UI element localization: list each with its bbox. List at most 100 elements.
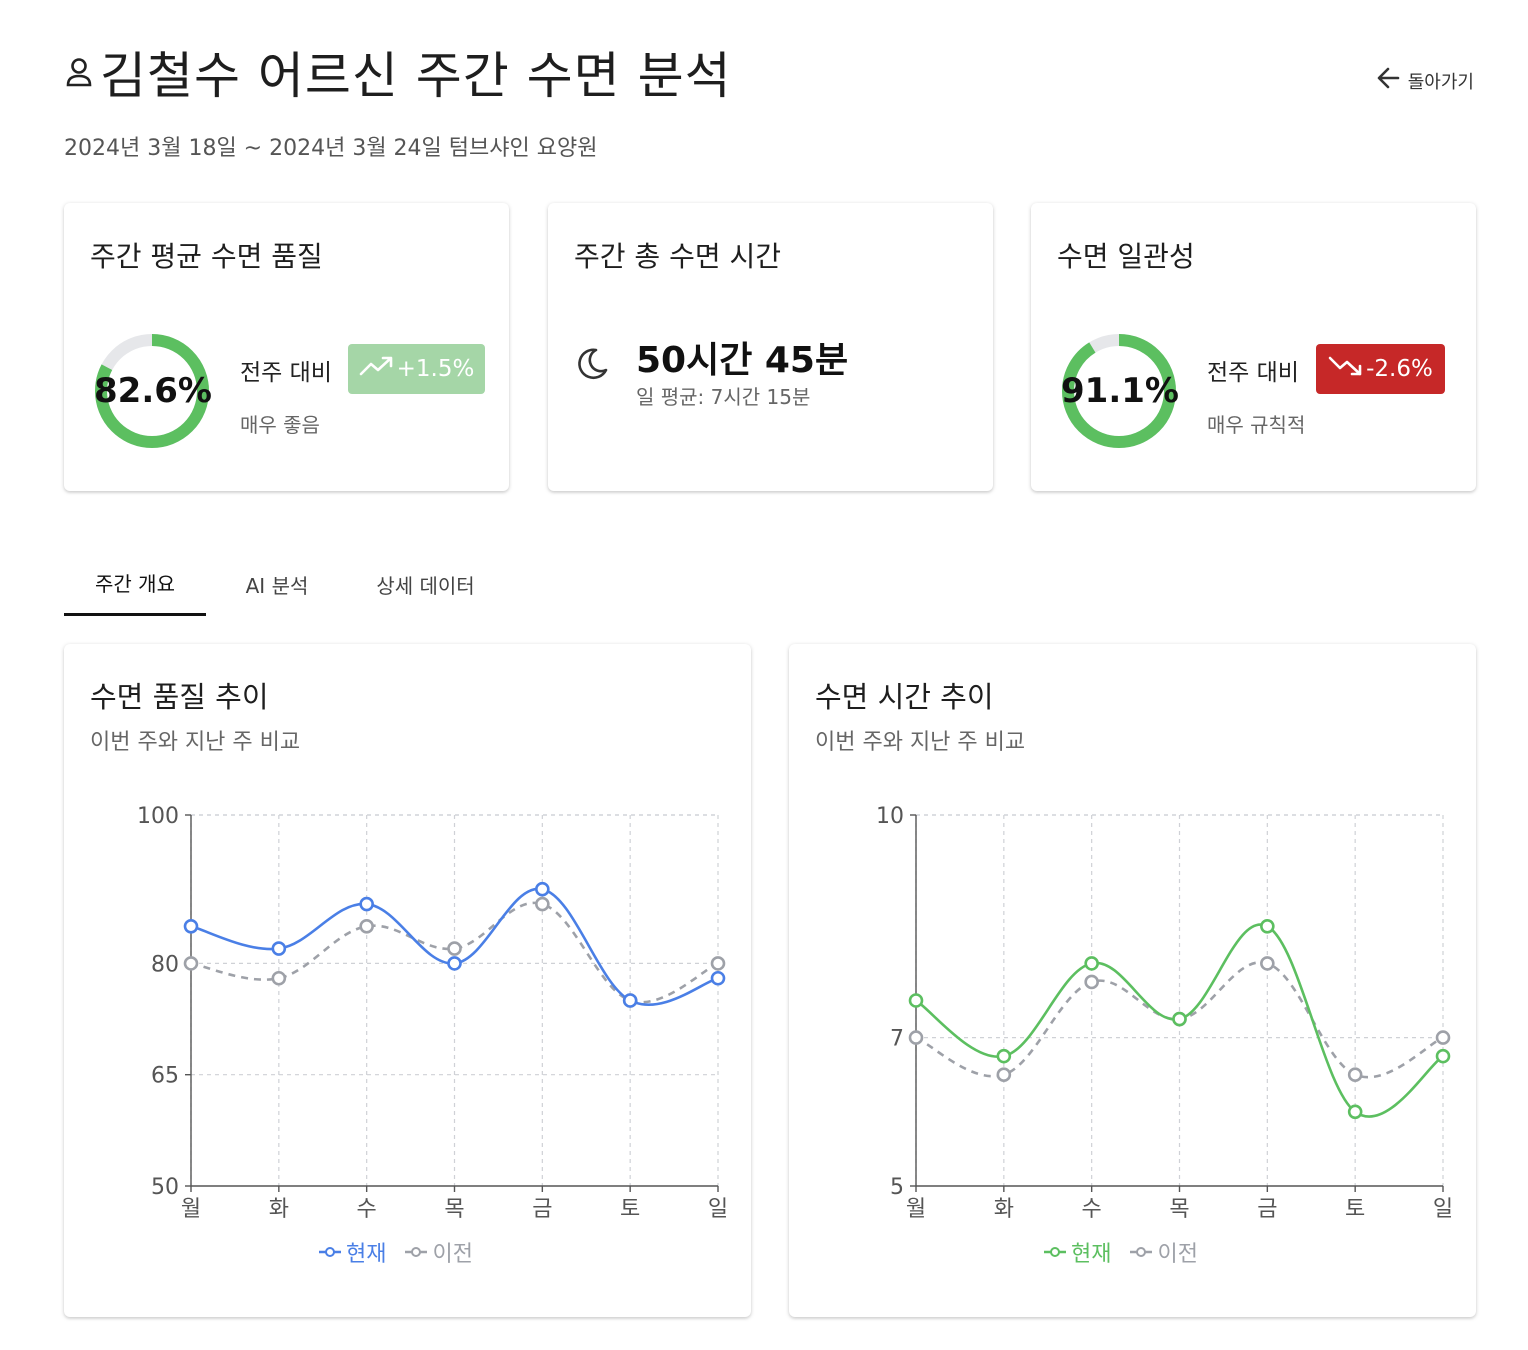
x-tick-label: 금	[1257, 1197, 1277, 1222]
consistency-change-badge: -2.6%	[1316, 344, 1445, 394]
title-row: 김철수 어르신 주간 수면 분석	[64, 36, 1474, 108]
x-tick-label: 월	[181, 1197, 201, 1222]
consistency-value: 91.1%	[1061, 371, 1179, 411]
back-button-label: 돌아가기	[1407, 71, 1474, 93]
daily-average: 일 평균: 7시간 15분	[636, 385, 811, 409]
data-point[interactable]	[996, 1048, 1012, 1064]
duration-trend-card: 수면 시간 추이 이번 주와 지난 주 비교 5 7 10 월 화 수 목 금 토 일 현재 이전	[789, 644, 1476, 1317]
x-tick-label: 일	[708, 1197, 728, 1222]
total-sleep-card: 주간 총 수면 시간 50시간 45분 일 평균: 7시간 15분	[548, 203, 993, 491]
data-point[interactable]	[996, 1067, 1012, 1083]
quality-value: 82.6%	[94, 371, 212, 411]
total-sleep-card-title: 주간 총 수면 시간	[574, 240, 782, 273]
y-tick-label: 7	[890, 1027, 904, 1052]
consistency-status: 매우 규칙적	[1207, 413, 1306, 437]
chart-grid	[190, 814, 719, 1186]
y-tick-label: 65	[151, 1064, 179, 1089]
data-point[interactable]	[183, 918, 199, 934]
y-tick-label: 10	[876, 804, 904, 829]
series-current	[908, 918, 1451, 1120]
consistency-compare-label: 전주 대비	[1207, 360, 1299, 386]
y-tick-label: 80	[151, 952, 179, 977]
data-point[interactable]	[447, 956, 462, 971]
data-point[interactable]	[1084, 956, 1099, 971]
page-subtitle: 2024년 3월 18일 ~ 2024년 3월 24일 텀브샤인 요양원	[64, 136, 598, 161]
quality-chart-subtitle: 이번 주와 지난 주 비교	[90, 730, 301, 755]
x-tick-label: 월	[906, 1197, 926, 1222]
data-point[interactable]	[271, 970, 287, 986]
data-point[interactable]	[359, 896, 374, 912]
data-point[interactable]	[1260, 956, 1275, 971]
chart-grid	[915, 814, 1444, 1186]
quality-chart-legend: 현재 이전	[318, 1236, 473, 1268]
data-point[interactable]	[1172, 1011, 1187, 1027]
legend-item-current[interactable]: 현재	[1043, 1236, 1111, 1268]
data-point[interactable]	[908, 1030, 924, 1045]
total-sleep-value: 50시간 45분	[636, 340, 849, 381]
quality-change-badge: +1.5%	[348, 344, 485, 394]
x-tick-label: 토	[1345, 1197, 1365, 1222]
legend-item-current[interactable]: 현재	[318, 1236, 386, 1268]
data-point[interactable]	[183, 956, 199, 971]
x-tick-label: 목	[1169, 1197, 1189, 1222]
legend-current-marker	[1044, 1247, 1066, 1257]
back-button[interactable]: 돌아가기	[1374, 64, 1474, 97]
x-tick-label: 일	[1433, 1197, 1453, 1222]
tab-ai-analysis[interactable]: AI 분석	[245, 573, 309, 598]
moon-icon	[574, 346, 610, 386]
x-tick-label: 금	[532, 1197, 552, 1222]
duration-chart-legend: 현재 이전	[1043, 1236, 1198, 1268]
arrow-left-icon	[1374, 64, 1402, 97]
data-point[interactable]	[1084, 974, 1099, 990]
quality-chart-title: 수면 품질 추이	[90, 680, 269, 714]
data-point[interactable]	[710, 970, 726, 986]
data-point[interactable]	[1435, 1030, 1451, 1045]
data-point[interactable]	[710, 956, 726, 971]
data-point[interactable]	[535, 881, 550, 897]
data-point[interactable]	[1347, 1104, 1363, 1120]
legend-previous-marker	[1130, 1247, 1153, 1257]
legend-previous-marker	[405, 1247, 428, 1257]
duration-chart-title: 수면 시간 추이	[815, 680, 994, 714]
legend-current-label: 현재	[1071, 1242, 1112, 1267]
series-current	[183, 881, 726, 1008]
legend-current-marker	[319, 1247, 341, 1257]
tab-weekly-overview[interactable]: 주간 개요	[64, 552, 206, 616]
x-tick-label: 화	[994, 1197, 1014, 1222]
data-point[interactable]	[908, 993, 924, 1008]
quality-status: 매우 좋음	[240, 413, 320, 437]
trending-up-icon	[359, 355, 395, 383]
data-point[interactable]	[271, 941, 287, 956]
person-icon	[64, 48, 100, 96]
consistency-card-title: 수면 일관성	[1057, 240, 1195, 273]
data-point[interactable]	[1260, 918, 1275, 934]
data-point[interactable]	[359, 918, 374, 934]
page-header: 김철수 어르신 주간 수면 분석 2024년 3월 18일 ~ 2024년 3월…	[64, 36, 1474, 161]
data-point[interactable]	[622, 993, 638, 1008]
quality-compare-label: 전주 대비	[240, 360, 332, 386]
tab-bar: 주간 개요 AI 분석 상세 데이터	[64, 552, 503, 618]
legend-item-previous[interactable]: 이전	[1129, 1236, 1198, 1268]
x-tick-label: 수	[357, 1197, 377, 1222]
y-tick-label: 100	[137, 804, 179, 829]
x-tick-label: 수	[1082, 1197, 1102, 1222]
duration-line-chart: 5 7 10 월 화 수 목 금 토 일	[876, 804, 1453, 1222]
quality-line-chart: 50 65 80 100 월 화 수 목 금 토 일	[137, 804, 728, 1222]
consistency-donut: 91.1%	[1061, 333, 1179, 449]
quality-donut: 82.6%	[94, 333, 212, 449]
data-point[interactable]	[1435, 1048, 1451, 1064]
data-point[interactable]	[535, 896, 550, 912]
consistency-card: 수면 일관성 91.1% 전주 대비 -2.6% 매우 규칙적	[1031, 203, 1476, 491]
quality-card-title: 주간 평균 수면 품질	[90, 240, 323, 273]
x-tick-label: 화	[269, 1197, 289, 1222]
legend-item-previous[interactable]: 이전	[404, 1236, 473, 1268]
consistency-donut-ring	[1062, 334, 1176, 448]
tab-detail-data[interactable]: 상세 데이터	[376, 573, 475, 598]
data-point[interactable]	[1347, 1067, 1363, 1083]
duration-chart-subtitle: 이번 주와 지난 주 비교	[815, 730, 1026, 755]
consistency-change-value: -2.6%	[1366, 356, 1433, 382]
quality-card: 주간 평균 수면 품질 82.6% 전주 대비 +1.5% 매우 좋음	[64, 203, 509, 491]
data-point[interactable]	[447, 941, 462, 956]
y-tick-label: 5	[890, 1175, 904, 1200]
trending-down-icon	[1328, 355, 1364, 383]
